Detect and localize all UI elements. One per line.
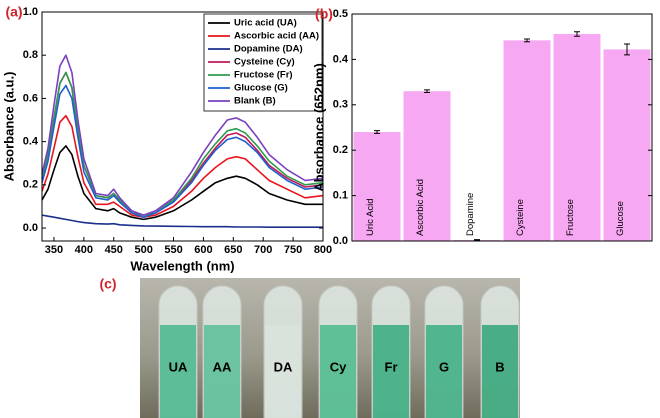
y-tick-label: 0.2 [333, 144, 348, 156]
legend-label: Uric acid (UA) [234, 18, 297, 29]
x-axis-title: Wavelength (nm) [130, 258, 234, 273]
spectrum-line [41, 145, 323, 221]
tube-solution [204, 325, 240, 418]
x-tick-label: 650 [224, 244, 242, 256]
bar-label: Cysteine [515, 199, 526, 236]
y-tick-label: 0.4 [23, 136, 39, 148]
tube-label: DA [274, 359, 293, 374]
y-tick-label: 0.2 [23, 179, 38, 191]
error-bar [574, 31, 580, 37]
bar-label: Uric Acid [365, 199, 376, 236]
legend-label: Glucose (G) [234, 83, 288, 94]
tube-label: G [439, 359, 449, 374]
x-tick-label: 450 [105, 244, 123, 256]
plot-frame [41, 11, 324, 242]
bar [403, 91, 451, 242]
tube-solution [160, 325, 196, 418]
error-bar [524, 38, 530, 43]
tube-label: AA [213, 359, 232, 374]
bar [353, 132, 401, 241]
spectrum-line [41, 84, 324, 218]
tube-solution [265, 325, 301, 418]
bar-label: Glucose [615, 201, 626, 236]
error-bar [624, 43, 630, 56]
plot-frame [351, 13, 653, 242]
tube-label: B [495, 359, 504, 374]
x-tick-label: 600 [194, 244, 212, 256]
tube-solution [426, 325, 462, 418]
tube-label: UA [169, 359, 188, 374]
y-tick-label: 1.0 [23, 6, 38, 18]
tube-label: Cy [330, 359, 347, 374]
x-tick-label: 700 [254, 244, 272, 256]
x-tick-label: 750 [284, 244, 302, 256]
y-tick-label: 0.8 [23, 49, 38, 61]
y-tick-label: 0.0 [23, 222, 38, 234]
error-bar [474, 239, 480, 242]
tube-solution [320, 325, 356, 418]
bar-label: Fructose [565, 199, 576, 236]
legend-label: Cysteine (Cy) [234, 57, 295, 68]
tube-solution [373, 325, 409, 418]
plot-lines [41, 54, 324, 228]
y-tick-label: 0.3 [333, 99, 348, 111]
y-tick-label: 0.0 [333, 235, 348, 247]
x-tick-label: 800 [314, 244, 332, 256]
x-tick-label: 550 [164, 244, 182, 256]
y-tick-label: 0.4 [333, 53, 349, 65]
bar [503, 40, 551, 241]
y-tick-label: 0.6 [23, 92, 38, 104]
x-tick-label: 400 [75, 244, 93, 256]
bar [553, 33, 601, 242]
bar-label: Ascorbic Acid [415, 179, 426, 236]
panel-label: (c) [99, 276, 116, 292]
panel-label: (b) [315, 6, 333, 22]
y-tick-label: 0.1 [333, 190, 348, 202]
legend-label: Blank (B) [234, 96, 276, 107]
y-tick-label: 0.5 [333, 8, 348, 20]
x-tick-label: 500 [134, 244, 152, 256]
tube-solution [482, 325, 518, 418]
error-bar [374, 130, 380, 134]
x-tick-label: 350 [45, 244, 63, 256]
y-axis-title: Absorbance (a.u.) [1, 72, 16, 182]
bar-label: Dopamine [465, 193, 476, 236]
legend-label: Dopamine (DA) [234, 44, 303, 55]
panel-label: (a) [5, 4, 22, 20]
bar [603, 49, 651, 241]
y-axis-title: Absorbance (652nm) [311, 63, 326, 192]
legend-label: Ascorbic acid (AA) [234, 31, 319, 42]
tube-label: Fr [385, 359, 398, 374]
spectrum-line [41, 214, 323, 228]
error-bar [424, 89, 430, 94]
legend-label: Fructose (Fr) [234, 70, 293, 81]
spectrum-line [41, 54, 324, 216]
